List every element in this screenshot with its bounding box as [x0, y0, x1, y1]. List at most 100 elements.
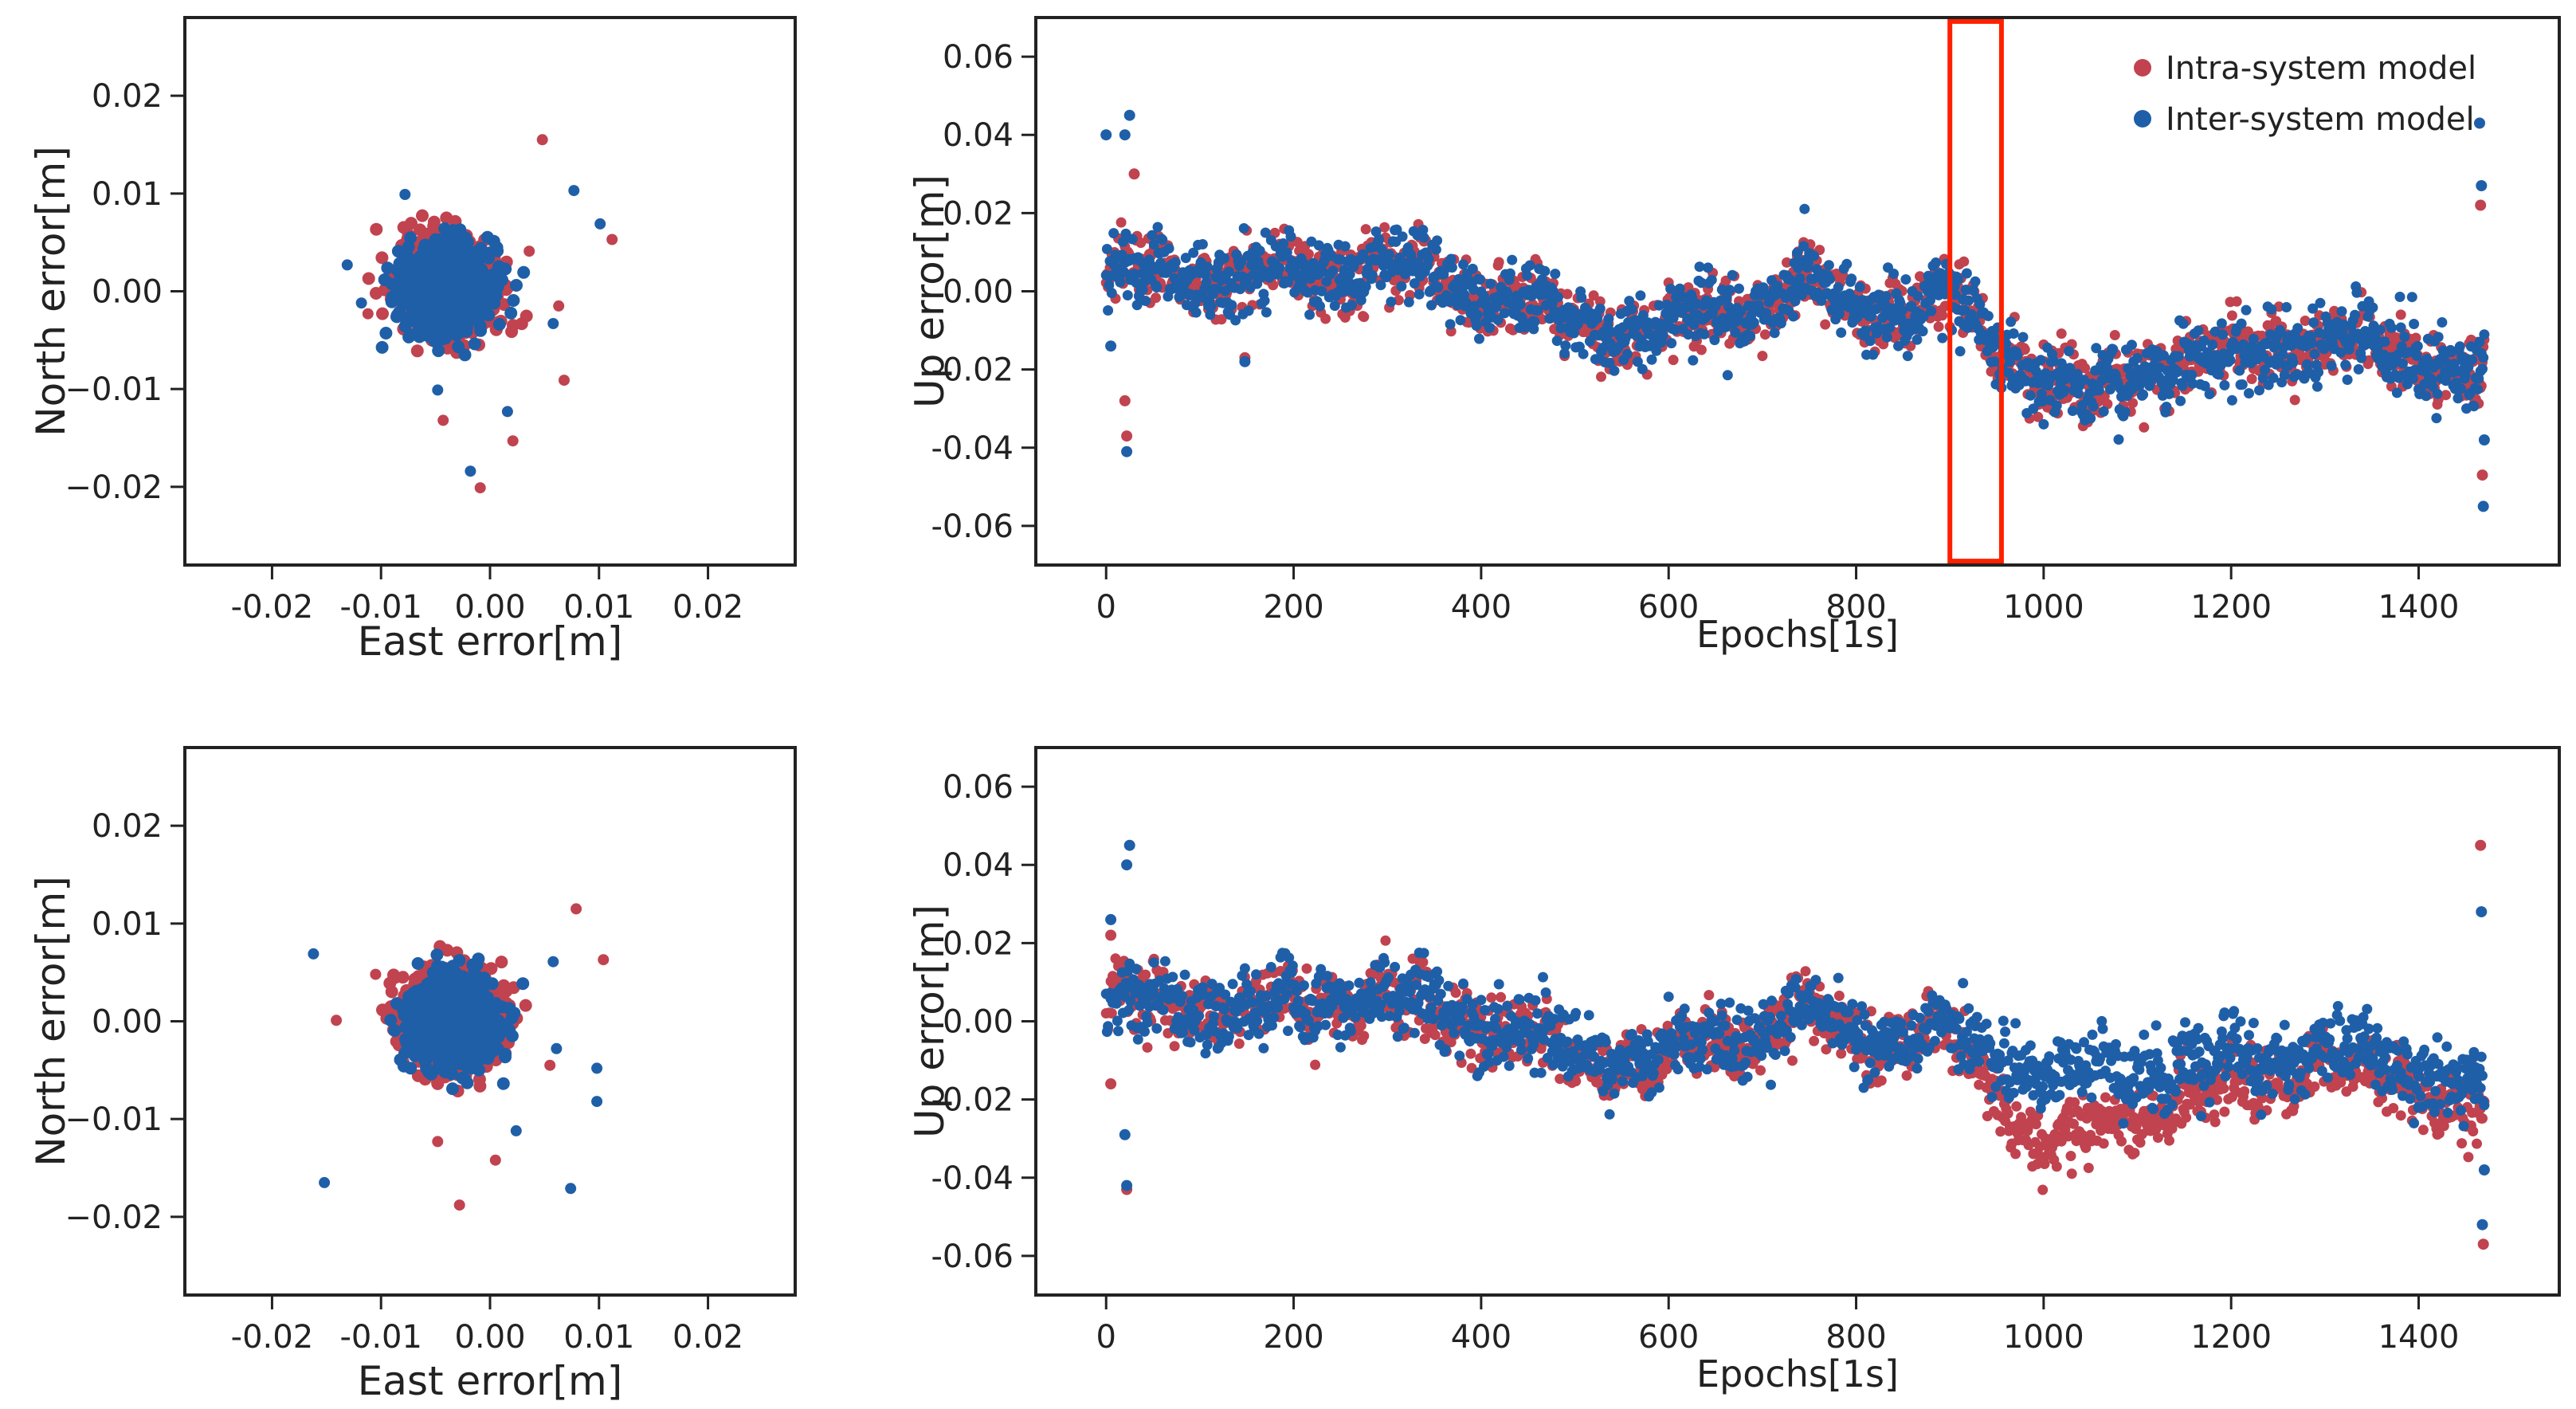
data-point-inter — [1722, 370, 1733, 381]
data-point-intra — [1359, 312, 1370, 323]
data-point-inter — [1492, 314, 1504, 325]
data-point-inter — [1688, 319, 1700, 330]
data-point-inter — [504, 306, 518, 320]
data-point-inter — [474, 303, 488, 316]
x-tick-label: -0.01 — [339, 589, 422, 626]
data-point-intra — [2410, 332, 2421, 343]
data-point-inter — [1115, 277, 1126, 288]
data-point-intra — [2231, 296, 2242, 307]
data-point-intra — [1360, 224, 1371, 235]
data-point-inter — [432, 384, 444, 396]
data-point-inter — [1190, 298, 1201, 309]
x-tick-label: 0.00 — [454, 589, 525, 626]
data-point-inter — [1147, 230, 1158, 241]
data-point-inter — [1254, 245, 1265, 257]
data-point-inter — [1461, 297, 1472, 308]
data-point-inter — [453, 265, 466, 279]
data-point-inter — [440, 249, 453, 263]
y-axis-label: North error[m] — [28, 146, 74, 437]
data-point-inter — [1471, 320, 1482, 332]
data-point-inter — [1475, 274, 1486, 285]
data-point-inter — [1104, 280, 1115, 291]
data-point-intra — [559, 375, 570, 387]
data-point-inter — [465, 465, 476, 477]
data-point-inter — [1709, 335, 1720, 346]
data-point-inter — [1106, 288, 1117, 299]
data-point-inter — [1529, 316, 1540, 328]
x-tick-label: 0.01 — [563, 589, 634, 626]
x-axis-label: East error[m] — [358, 618, 623, 665]
data-point-inter — [1604, 358, 1615, 368]
data-point-intra — [2127, 398, 2139, 409]
data-point-inter — [501, 406, 513, 418]
data-point-inter — [1316, 285, 1327, 296]
data-point-inter — [390, 310, 403, 324]
data-point-inter — [433, 316, 447, 330]
data-point-intra — [606, 234, 618, 245]
data-point-inter — [1653, 300, 1664, 311]
data-point-inter — [1101, 244, 1112, 254]
data-point-inter — [491, 281, 504, 293]
data-point-inter — [1621, 348, 1633, 359]
data-point-intra — [1933, 321, 1944, 332]
data-point-inter — [1699, 328, 1710, 339]
data-point-inter — [1603, 313, 1614, 324]
data-point-inter — [547, 318, 559, 329]
data-point-inter — [1458, 259, 1468, 270]
data-point-inter — [1285, 231, 1296, 242]
data-point-inter — [457, 312, 471, 325]
data-point-inter — [355, 297, 367, 309]
data-point-inter — [1304, 309, 1315, 320]
data-point-inter — [1519, 322, 1531, 333]
data-point-inter — [1524, 260, 1535, 271]
data-point-inter — [438, 222, 452, 235]
data-point-intra — [437, 414, 449, 426]
data-point-inter — [1403, 296, 1414, 308]
data-point-inter — [1163, 243, 1174, 254]
y-tick-label: −0.02 — [65, 469, 163, 506]
data-point-inter — [1226, 300, 1237, 311]
data-point-intra — [1115, 217, 1127, 228]
data-point-inter — [447, 278, 461, 292]
data-point-intra — [405, 217, 418, 230]
data-point-inter — [475, 293, 488, 307]
data-point-inter — [442, 265, 456, 278]
data-point-intra — [2139, 422, 2150, 433]
data-point-intra — [536, 134, 548, 146]
data-point-inter — [393, 275, 406, 288]
data-point-inter — [381, 261, 394, 275]
data-point-inter — [1724, 285, 1735, 296]
data-point-inter — [1637, 363, 1648, 375]
data-point-intra — [362, 308, 374, 320]
data-point-intra — [1937, 310, 1948, 321]
data-point-inter — [1238, 223, 1249, 234]
data-point-inter — [1152, 222, 1163, 233]
data-point-inter — [448, 239, 461, 253]
data-point-inter — [1657, 330, 1668, 341]
data-point-inter — [507, 294, 520, 307]
data-point-intra — [507, 435, 519, 447]
data-point-inter — [1283, 277, 1293, 288]
data-point-inter — [439, 332, 453, 345]
data-point-inter — [1201, 277, 1212, 288]
y-tick-label: 0.00 — [92, 274, 163, 311]
data-point-intra — [1379, 222, 1390, 233]
data-point-inter — [1417, 225, 1429, 235]
data-point-inter — [510, 279, 523, 292]
data-point-inter — [1278, 238, 1289, 249]
data-point-inter — [1131, 300, 1143, 311]
data-point-inter — [1157, 234, 1168, 245]
data-point-intra — [2056, 328, 2067, 339]
data-point-inter — [458, 348, 472, 362]
data-point-inter — [1632, 356, 1643, 367]
data-point-intra — [362, 272, 375, 285]
data-point-inter — [1122, 290, 1133, 300]
data-point-inter — [1455, 315, 1466, 326]
data-point-inter — [1445, 319, 1456, 330]
data-point-intra — [376, 307, 389, 320]
data-point-inter — [1459, 289, 1470, 300]
data-point-inter — [1551, 336, 1562, 347]
data-point-intra — [1820, 319, 1831, 330]
data-point-inter — [1609, 365, 1620, 376]
series-inter-points — [341, 185, 606, 477]
